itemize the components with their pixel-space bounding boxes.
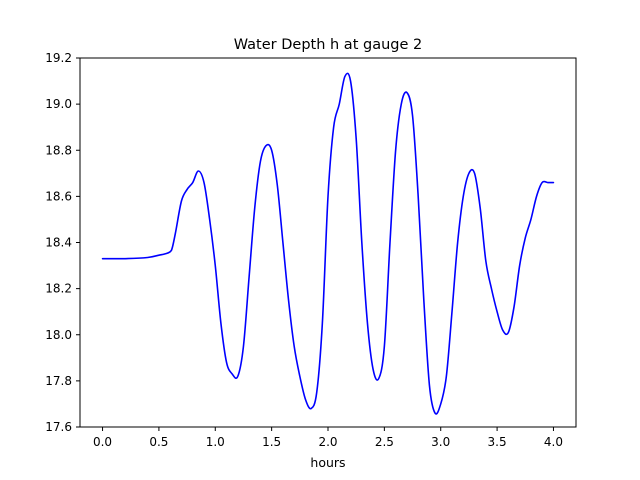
y-tick-label: 18.2	[45, 282, 72, 296]
y-tick-label: 18.6	[45, 189, 72, 203]
x-axis-label: hours	[310, 455, 345, 470]
x-tick-label: 1.0	[206, 435, 225, 449]
x-tick-label: 0.0	[93, 435, 112, 449]
series-layer	[101, 72, 555, 415]
chart-title: Water Depth h at gauge 2	[234, 37, 422, 53]
plot-frame	[79, 57, 577, 428]
y-tick-label: 17.6	[45, 420, 72, 434]
x-tick-label: 1.5	[262, 435, 281, 449]
x-tick-label: 2.0	[318, 435, 337, 449]
axis-layer: 0.0 0.5 1.0 1.5 2.0 2.5 3.0 3.5 4.0 17.6 17.8 18.0 1…	[45, 51, 563, 449]
x-tick-label: 3.0	[431, 435, 450, 449]
y-tick-label: 18.0	[45, 328, 72, 342]
series-line	[101, 72, 555, 415]
x-tick-label: 3.5	[488, 435, 507, 449]
y-tick-label: 19.0	[45, 97, 72, 111]
y-tick-label: 17.8	[45, 374, 72, 388]
y-tick-label: 19.2	[45, 51, 72, 65]
y-tick-label: 18.8	[45, 143, 72, 157]
y-tick-label: 18.4	[45, 236, 72, 250]
x-tick-label: 2.5	[375, 435, 394, 449]
x-tick-label: 0.5	[149, 435, 168, 449]
x-tick-label: 4.0	[544, 435, 563, 449]
